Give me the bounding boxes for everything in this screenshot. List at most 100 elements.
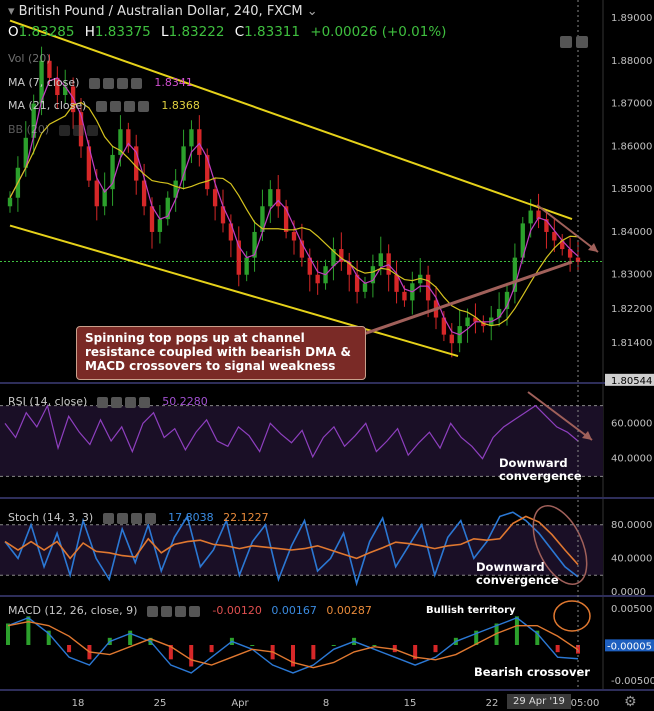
ma21-line xyxy=(9,101,579,327)
ma21-value: 1.8368 xyxy=(161,99,200,112)
annotation-pointer-line xyxy=(351,260,573,340)
candle-body xyxy=(315,274,320,284)
macd-histogram-bar xyxy=(413,645,418,660)
stoch-k-value: 17.8038 xyxy=(168,511,214,524)
candle-body xyxy=(575,257,581,262)
stoch-label[interactable]: Stoch (14, 3, 3) 17.8038 22.1227 xyxy=(8,511,269,525)
candle-body xyxy=(283,206,289,232)
candle-body xyxy=(252,231,257,258)
candle-body xyxy=(560,240,565,250)
macd-hist-value: -0.00120 xyxy=(212,604,262,617)
ma21-controls-icon[interactable] xyxy=(95,100,152,113)
stoch-highlight-ellipse xyxy=(532,505,588,585)
candle-body xyxy=(354,274,360,292)
vol-label[interactable]: Vol (20) xyxy=(8,52,51,65)
candle-body xyxy=(110,154,115,190)
macd-histogram-bar xyxy=(26,616,31,645)
candle-body xyxy=(402,291,407,301)
candle-body xyxy=(126,129,131,147)
candle-body xyxy=(244,257,249,275)
candle-body xyxy=(276,189,281,207)
candle-body xyxy=(544,219,549,232)
macd-histogram-bar xyxy=(67,645,72,653)
candle-body xyxy=(134,146,139,181)
candle-body xyxy=(449,334,454,344)
stoch-tick-label: 40.0000 xyxy=(611,553,652,564)
rsi-line xyxy=(4,403,579,460)
macd-histogram-bar xyxy=(555,645,560,653)
candle-body xyxy=(141,180,147,207)
stoch-controls-icon[interactable] xyxy=(102,512,159,525)
rsi-text: RSI (14, close) xyxy=(8,395,88,408)
macd-histogram-bar xyxy=(331,645,336,646)
rsi-value: 50.2280 xyxy=(162,395,208,408)
stoch-divergence-note: Downward convergence xyxy=(476,560,559,587)
macd-histogram-bar xyxy=(392,645,397,653)
candle-body xyxy=(220,206,226,224)
price-badge-label: 1.80544 xyxy=(611,376,652,387)
ma7-value: 1.8341 xyxy=(154,76,193,89)
candle-body xyxy=(465,317,470,327)
high-label: H xyxy=(84,24,95,40)
ohlc-readout: O1.83285 H1.83375 L1.83222 C1.83311 +0.0… xyxy=(8,24,446,40)
open-label: O xyxy=(8,24,19,40)
stoch-text: Stoch (14, 3, 3) xyxy=(8,511,94,524)
price-tick-label: 1.87000 xyxy=(611,99,652,110)
candle-body xyxy=(23,137,28,168)
rsi-label[interactable]: RSI (14, close) 50.2280 xyxy=(8,395,208,409)
candle-body xyxy=(299,240,305,258)
ma21-text: MA (21, close) xyxy=(8,99,87,112)
candle-body xyxy=(425,274,431,301)
candle-body xyxy=(386,253,391,275)
macd-histogram-bar xyxy=(46,630,51,645)
collapse-arrow-icon[interactable]: ▾ xyxy=(8,4,19,19)
open-value: 1.83285 xyxy=(18,24,75,40)
macd-histogram-bar xyxy=(372,645,377,646)
price-tick-label: 1.89000 xyxy=(611,13,652,24)
candle-body xyxy=(165,197,170,220)
candle-body xyxy=(149,206,155,232)
time-tick-label: 25 xyxy=(154,698,167,709)
ma7-label[interactable]: MA (7, close) 1.8341 xyxy=(8,76,193,90)
change-value: +0.00026 (+0.01%) xyxy=(310,24,447,40)
candle-body xyxy=(205,154,210,190)
candle-body xyxy=(512,257,518,292)
gear-icon[interactable]: ⚙ xyxy=(624,694,637,710)
candle-body xyxy=(86,146,92,181)
macd-line xyxy=(7,616,579,674)
stoch-d-line xyxy=(4,515,579,566)
rsi-controls-icon[interactable] xyxy=(96,396,153,409)
macd-tick-label: -0.00005 xyxy=(607,641,652,652)
candle-body xyxy=(528,210,533,224)
low-value: 1.83222 xyxy=(168,24,225,40)
price-tick-label: 1.85000 xyxy=(611,184,652,195)
rsi-divergence-note: Downward convergence xyxy=(499,456,582,483)
ma21-label[interactable]: MA (21, close) 1.8368 xyxy=(8,99,200,113)
maximize-icon[interactable] xyxy=(576,36,588,48)
stoch-tick-label: 80.0000 xyxy=(611,520,652,531)
symbol-title[interactable]: British Pound / Australian Dollar, 240, … xyxy=(18,4,303,19)
macd-controls-icon[interactable] xyxy=(146,605,203,618)
macd-signal-value: 0.00287 xyxy=(326,604,372,617)
macd-label[interactable]: MACD (12, 26, close, 9) -0.00120 0.00167… xyxy=(8,604,372,618)
macd-histogram-bar xyxy=(433,645,438,653)
bb-controls-icon[interactable] xyxy=(58,124,101,137)
ma7-controls-icon[interactable] xyxy=(88,77,145,90)
candle-body xyxy=(520,223,525,258)
time-tick-label: 15 xyxy=(404,698,417,709)
macd-histogram-bar xyxy=(311,645,316,660)
macd-histogram-bar xyxy=(6,623,10,645)
scroll-down-icon[interactable] xyxy=(560,36,572,48)
rsi-band xyxy=(0,405,603,477)
price-down-arrowhead xyxy=(588,243,598,252)
candle-body xyxy=(260,206,265,232)
symbol-dropdown-icon[interactable]: ⌄ xyxy=(306,4,318,19)
macd-tick-label: 0.00500 xyxy=(611,604,652,615)
time-tick-label: 8 xyxy=(323,698,329,709)
time-tick-label: 18 xyxy=(72,698,85,709)
bb-label[interactable]: BB (20) xyxy=(8,123,101,137)
candle-body xyxy=(394,274,399,292)
candle-body xyxy=(362,283,368,292)
macd-highlight-ellipse xyxy=(553,600,591,632)
